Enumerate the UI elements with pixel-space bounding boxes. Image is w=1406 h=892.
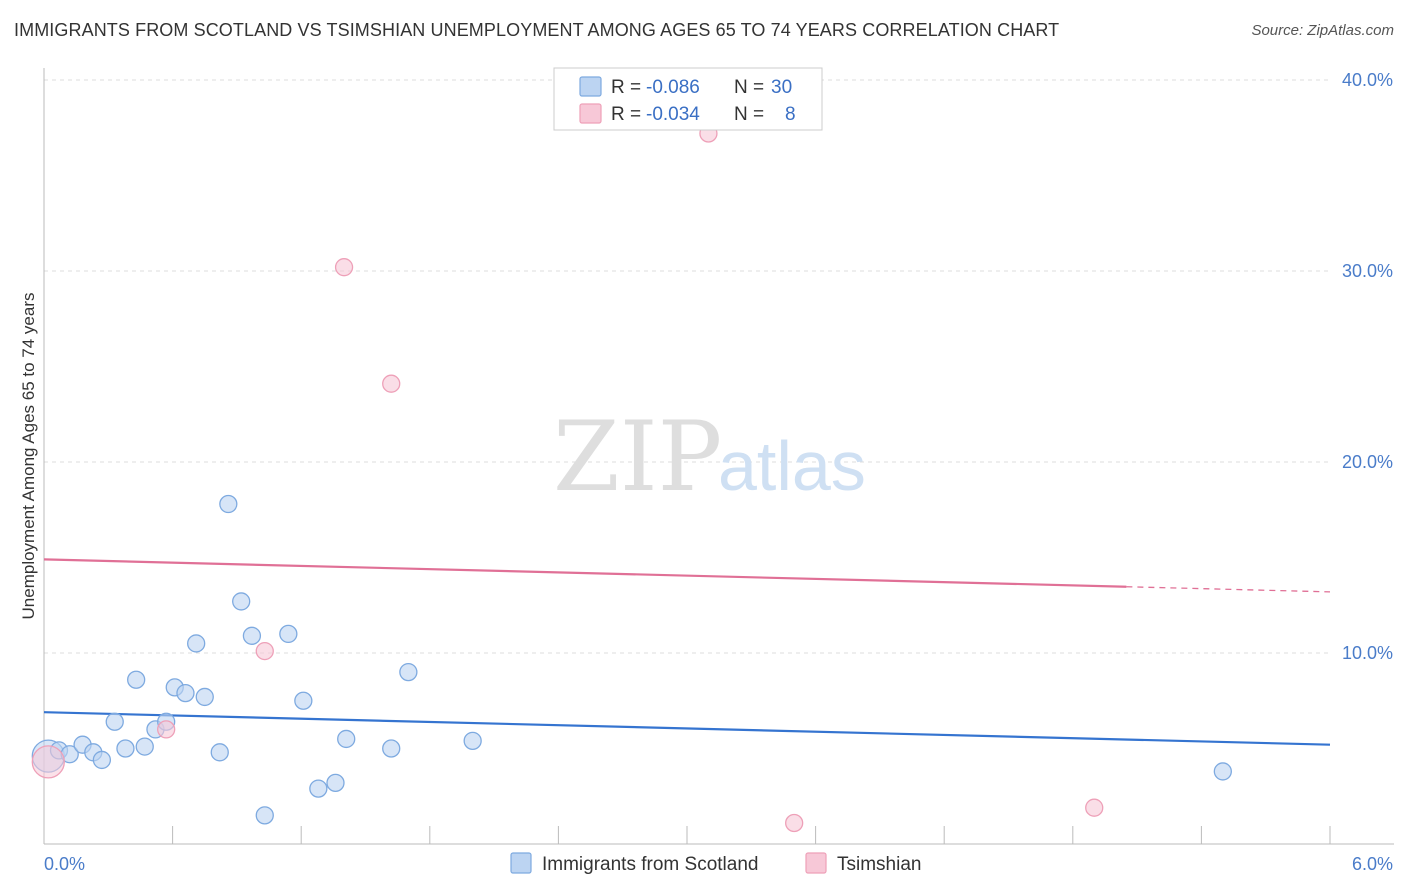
point-scotland [187,634,206,653]
point-scotland [242,626,262,645]
point-scotland [255,806,274,825]
watermark-zip: ZIP [553,401,722,513]
legend-n-label-tsimshian: N = [734,104,764,125]
point-scotland [195,687,214,707]
legend-r-value-scotland: -0.086 [646,77,700,98]
stats-legend: R = -0.086 N = 30 R = -0.034 N = 8 [553,67,823,131]
point-tsimshian [334,258,354,277]
grid-lines [44,79,1330,654]
legend-r-label-tsimshian: R = [611,104,641,125]
point-scotland [219,494,238,514]
legend-swatch-tsimshian [579,103,602,124]
y-tick-labels: 10.0% 20.0% 30.0% 40.0% [1342,70,1393,663]
source-credit: Source: ZipAtlas.com [1251,22,1394,39]
trend-line-extension-tsimshian [1126,586,1331,593]
trend-lines [43,558,1331,746]
legend-r-label-scotland: R = [611,77,641,98]
point-scotland [232,592,251,611]
bottom-legend-label-scotland: Immigrants from Scotland [542,854,758,875]
watermark-atlas: atlas [718,427,866,505]
point-scotland [279,624,298,644]
point-scotland [326,773,345,793]
point-tsimshian [255,641,274,661]
point-scotland [309,779,328,798]
point-scotland [127,670,146,689]
y-tick-label: 20.0% [1342,452,1393,472]
trend-line-scotland [43,711,1331,746]
axes [43,68,1394,845]
y-tick-label: 40.0% [1342,70,1393,90]
point-tsimshian [31,745,65,779]
point-tsimshian [785,813,804,833]
point-scotland [105,712,124,731]
point-scotland [176,683,195,703]
point-scotland [135,737,154,756]
point-scotland [463,731,482,751]
bottom-legend-swatch-tsimshian [805,852,827,874]
y-tick-label: 30.0% [1342,261,1393,281]
point-tsimshian [1085,798,1104,817]
point-scotland [337,729,356,749]
point-scotland [1213,762,1232,781]
legend-swatch-scotland [579,76,602,97]
x-tick-label: 0.0% [44,854,85,874]
legend-n-value-scotland: 30 [771,77,792,98]
x-tick-label: 6.0% [1352,854,1393,874]
legend-n-value-tsimshian: 8 [785,104,796,125]
y-tick-label: 10.0% [1342,643,1393,663]
legend-n-label-scotland: N = [734,77,764,98]
point-scotland [92,750,112,770]
x-tick-labels: 0.0% 6.0% [44,854,1393,874]
point-tsimshian [382,374,401,393]
data-points [31,124,1232,833]
series-legend: Immigrants from Scotland Tsimshian [510,852,921,875]
legend-r-value-tsimshian: -0.034 [646,104,700,125]
chart-title: IMMIGRANTS FROM SCOTLAND VS TSIMSHIAN UN… [14,20,1060,40]
trend-line-tsimshian [43,558,1127,588]
y-axis-label: Unemployment Among Ages 65 to 74 years [19,293,38,620]
point-scotland [294,691,313,710]
watermark: ZIP atlas [553,401,866,513]
point-tsimshian [157,720,176,739]
bottom-legend-label-tsimshian: Tsimshian [837,854,921,875]
point-scotland [382,739,401,758]
point-scotland [210,743,229,762]
point-scotland [116,739,135,758]
bottom-legend-swatch-scotland [510,852,532,874]
point-scotland [399,662,418,682]
